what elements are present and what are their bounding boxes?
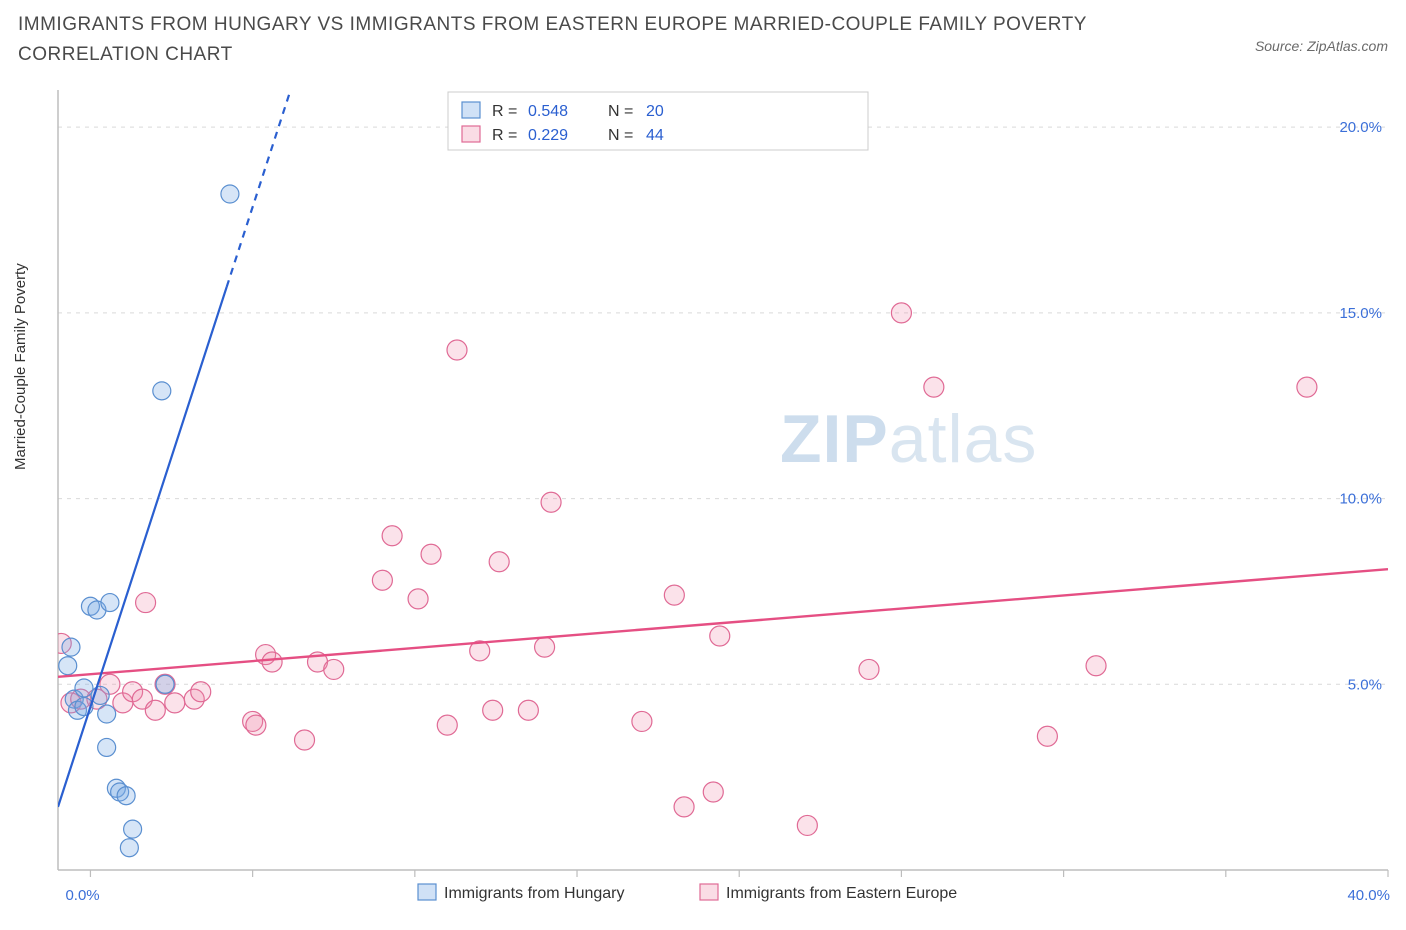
svg-text:40.0%: 40.0%	[1347, 887, 1390, 904]
svg-text:15.0%: 15.0%	[1339, 305, 1382, 322]
svg-text:5.0%: 5.0%	[1348, 676, 1382, 693]
svg-text:10.0%: 10.0%	[1339, 491, 1382, 508]
svg-text:Immigrants from Hungary: Immigrants from Hungary	[444, 885, 625, 902]
scatter-chart: 5.0% 10.0% 15.0% 20.0% 0.0% 40.0% R = 0.548 N = 2…	[0, 0, 1406, 930]
svg-text:N =: N =	[608, 127, 633, 144]
svg-text:0.229: 0.229	[528, 127, 568, 144]
svg-text:0.0%: 0.0%	[65, 887, 99, 904]
svg-text:44: 44	[646, 127, 664, 144]
svg-text:20: 20	[646, 103, 664, 120]
svg-text:N =: N =	[608, 103, 633, 120]
svg-text:R =: R =	[492, 127, 517, 144]
svg-text:R =: R =	[492, 103, 517, 120]
svg-text:20.0%: 20.0%	[1339, 119, 1382, 136]
svg-text:0.548: 0.548	[528, 103, 568, 120]
svg-text:Immigrants from Eastern Europe: Immigrants from Eastern Europe	[726, 885, 957, 902]
